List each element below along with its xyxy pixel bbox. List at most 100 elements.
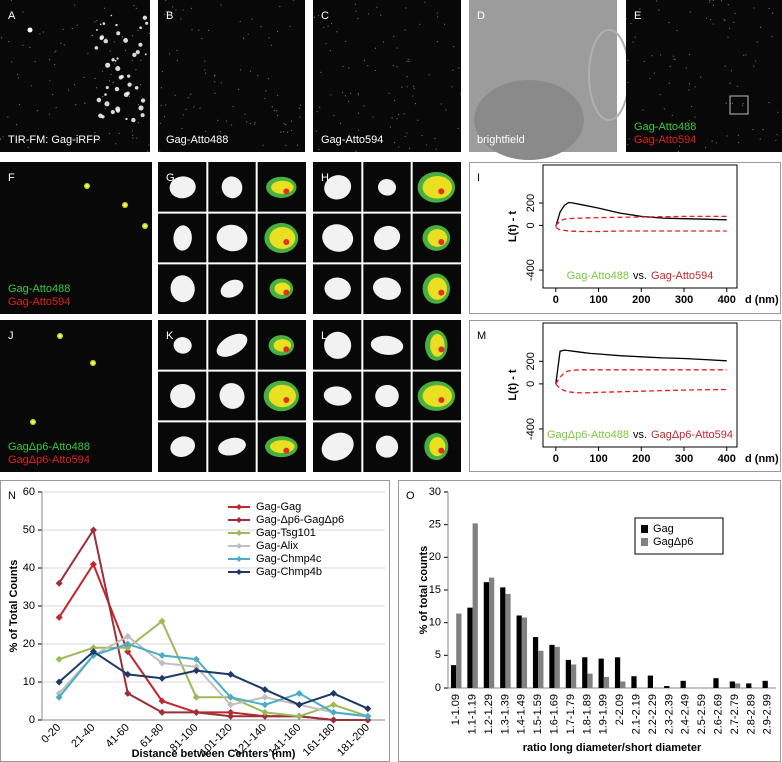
speckle xyxy=(355,10,357,12)
speckle xyxy=(204,72,207,74)
marker xyxy=(330,708,338,716)
speckle xyxy=(403,113,405,115)
y-tick-label: 200 xyxy=(525,194,537,212)
series-line xyxy=(555,227,727,233)
particle-yellow xyxy=(422,385,453,407)
marker xyxy=(158,617,166,625)
legend-marker xyxy=(236,543,242,549)
y-tick-label: 0 xyxy=(29,714,35,726)
speckle xyxy=(724,65,726,67)
x-tick-label: 1.9-1.99 xyxy=(598,694,610,734)
speckle xyxy=(242,37,245,39)
speckle xyxy=(94,139,97,141)
speckle xyxy=(392,65,395,67)
speckle xyxy=(10,0,13,1)
panel-caption: Gag-Atto594 xyxy=(8,296,70,308)
bar xyxy=(729,681,735,688)
speckle xyxy=(344,95,346,97)
speckle xyxy=(341,91,344,93)
y-tick-label: 15 xyxy=(429,584,441,596)
vesicle xyxy=(27,27,33,33)
speckle xyxy=(182,114,184,116)
speckle xyxy=(232,105,234,108)
speckle xyxy=(52,93,54,96)
y-axis-label: L(t) - t xyxy=(507,369,519,400)
bar xyxy=(483,582,489,688)
particle-gray xyxy=(220,279,244,298)
speckle xyxy=(249,70,252,72)
speckle xyxy=(413,87,415,90)
panel-caption: GagΔp6-Atto488 xyxy=(8,441,90,453)
y-axis-label: L(t) - t xyxy=(507,211,519,242)
x-tick-label: 41-60 xyxy=(104,722,132,750)
particle-yellow xyxy=(422,176,453,199)
speckle xyxy=(398,146,400,148)
speckle xyxy=(409,147,411,150)
speckle xyxy=(137,122,139,124)
speckle xyxy=(451,86,453,88)
speckle xyxy=(396,47,398,49)
marker xyxy=(89,648,97,656)
speckle xyxy=(55,107,57,109)
speckle xyxy=(292,0,294,1)
panel-frame xyxy=(469,320,781,472)
marker xyxy=(330,689,338,697)
panel-caption: Gag-Atto488 xyxy=(166,134,228,146)
legend-label: Gag-Δp6-GagΔp6 xyxy=(256,514,344,526)
particle-red xyxy=(438,397,445,403)
y-tick-label: 0 xyxy=(525,381,537,387)
speckle xyxy=(198,29,200,31)
particle-yellow xyxy=(427,277,448,300)
panel-letter: G xyxy=(166,172,175,184)
legend-label: Gag-Tsg101 xyxy=(256,527,316,539)
speckle xyxy=(658,9,660,11)
marker xyxy=(55,613,63,621)
vesicle xyxy=(144,53,147,56)
x-tick-label: 100 xyxy=(589,453,607,465)
vesicle xyxy=(116,31,121,36)
speckle xyxy=(94,131,96,134)
speckle xyxy=(249,122,252,125)
speckle xyxy=(388,92,390,94)
speckle xyxy=(124,49,127,52)
speckle xyxy=(161,70,163,73)
speckle xyxy=(404,135,406,138)
speckle xyxy=(260,26,262,28)
bar xyxy=(565,659,571,688)
particle-gray xyxy=(323,386,352,406)
speckle xyxy=(663,108,665,110)
speckle xyxy=(634,36,636,38)
speckle xyxy=(62,28,64,30)
bar xyxy=(538,650,544,688)
marker xyxy=(295,712,303,720)
speckle xyxy=(132,137,134,139)
speckle xyxy=(257,75,259,77)
speckle xyxy=(19,103,21,106)
x-tick-label: 2.4-2.49 xyxy=(680,694,692,734)
speckle xyxy=(391,117,393,119)
speckle xyxy=(22,11,24,13)
speckle xyxy=(694,86,696,88)
marker xyxy=(192,693,200,701)
legend-swatch xyxy=(641,538,648,546)
speckle xyxy=(372,116,374,118)
particle-red xyxy=(283,289,290,296)
speckle xyxy=(317,15,320,17)
speckle xyxy=(715,142,717,144)
x-tick-label: 2.9-2.99 xyxy=(762,694,774,734)
speckle xyxy=(115,143,117,145)
speckle xyxy=(74,84,76,86)
y-tick-label: -400 xyxy=(525,418,537,440)
legend-label: GagΔp6 xyxy=(653,536,693,548)
speckle xyxy=(393,35,395,37)
series-line xyxy=(555,383,727,394)
x-tick-label: 1-1.09 xyxy=(450,694,462,725)
speckle xyxy=(401,86,403,88)
speckle xyxy=(712,4,715,6)
panel-letter: N xyxy=(8,490,16,502)
panel-letter: M xyxy=(477,330,486,342)
x-tick-label: 1.1-1.19 xyxy=(467,694,479,734)
vesicle xyxy=(105,62,111,68)
speckle xyxy=(374,69,376,72)
speckle xyxy=(654,126,656,128)
